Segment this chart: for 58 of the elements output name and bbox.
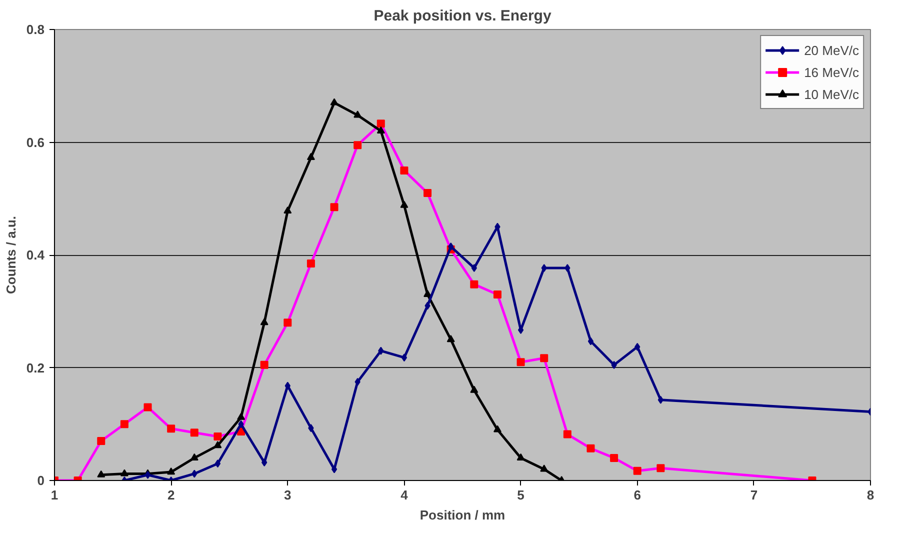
point — [400, 200, 408, 208]
y-tick-label: 0.8 — [26, 22, 45, 37]
point — [354, 110, 362, 118]
point — [471, 264, 477, 272]
point — [611, 360, 617, 369]
x-tick-label: 6 — [634, 488, 641, 502]
point — [541, 264, 547, 272]
point — [237, 412, 246, 420]
x-axis-title: Position / mm — [420, 508, 506, 522]
y-tick-label: 0 — [37, 473, 45, 488]
point — [494, 222, 500, 231]
point — [493, 425, 502, 432]
y-tick-label: 0.2 — [26, 360, 45, 376]
legend-label: 20 MeV/c — [804, 42, 859, 58]
point — [120, 469, 128, 476]
point — [470, 386, 478, 393]
point — [354, 378, 360, 386]
point — [284, 382, 290, 390]
legend-label: 16 MeV/c — [804, 64, 859, 80]
x-tick-label: 5 — [517, 488, 524, 502]
x-tick-label: 2 — [167, 488, 175, 502]
point — [588, 337, 594, 346]
point — [167, 468, 176, 475]
point — [192, 470, 198, 478]
legend-label: 10 MeV/c — [804, 86, 859, 102]
y-axis-title: Counts / a.u. — [3, 216, 18, 294]
point — [424, 302, 430, 310]
point — [376, 126, 385, 134]
point — [564, 264, 570, 272]
point — [448, 242, 454, 251]
point — [144, 470, 151, 479]
point — [446, 335, 455, 342]
point — [238, 420, 244, 428]
x-tick-label: 3 — [284, 488, 292, 502]
point — [284, 206, 292, 214]
point — [540, 464, 548, 472]
point — [634, 342, 640, 351]
point — [190, 453, 198, 460]
x-tick-label: 7 — [750, 488, 758, 502]
x-tick-label: 8 — [866, 488, 874, 502]
point — [260, 318, 268, 326]
point — [378, 346, 384, 355]
y-tick-label: 0.4 — [26, 248, 46, 262]
point — [331, 465, 338, 474]
point — [97, 470, 106, 478]
x-tick-label: 4 — [400, 488, 409, 502]
point — [214, 441, 222, 448]
point — [261, 458, 268, 466]
point — [658, 396, 664, 404]
y-tick-label: 0.6 — [26, 134, 45, 150]
point — [401, 354, 408, 362]
point — [516, 453, 525, 460]
point — [214, 460, 221, 468]
point — [330, 98, 338, 106]
point — [306, 152, 315, 160]
x-tick-label: 1 — [50, 488, 58, 502]
point — [308, 424, 314, 432]
chart-title: Peak position vs. Energy — [374, 8, 552, 24]
